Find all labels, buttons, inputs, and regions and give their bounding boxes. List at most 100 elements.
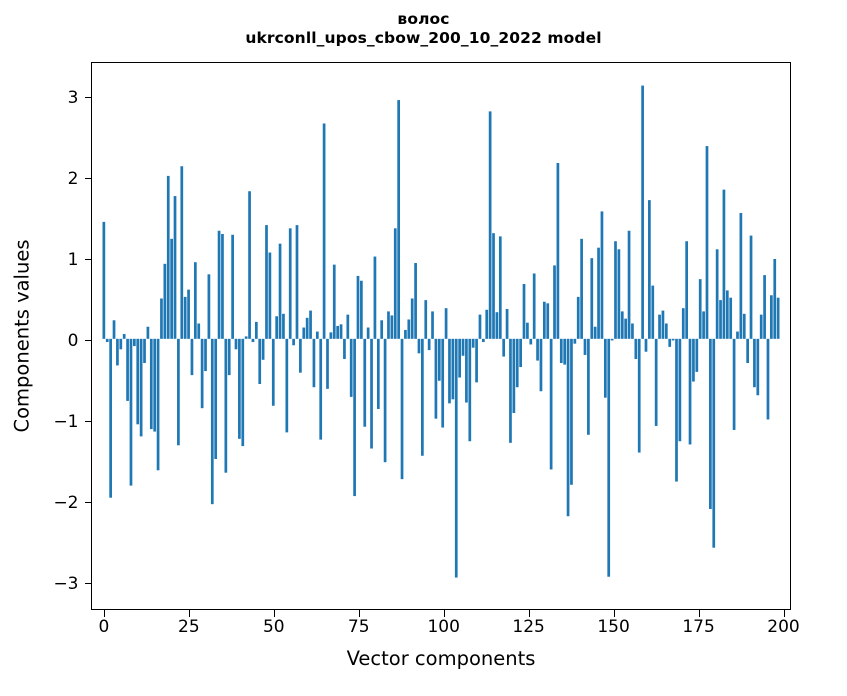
bar [254,321,258,339]
bar [238,338,241,439]
bar [678,338,682,442]
bar [502,338,506,357]
bar [136,338,140,425]
y-axis-tick: −1 [53,412,92,432]
bar [217,230,221,339]
bar [593,326,597,339]
bar [387,311,390,339]
bar [495,312,499,339]
bar [526,322,529,339]
bar [444,308,448,339]
bar-series [102,85,780,578]
bar [512,338,516,414]
bar [200,338,204,409]
bar [122,333,126,339]
x-axis-tick-label: 150 [597,617,630,637]
bar [285,338,289,433]
bar [482,338,485,343]
x-axis-tick-label: 175 [682,617,715,637]
bar [190,338,194,376]
bar [488,111,492,339]
chart-subtitle: ukrconll_upos_cbow_200_10_2022 model [245,28,602,47]
bar [492,233,495,339]
x-axis-tick-label: 100 [427,617,460,637]
bar [180,166,184,339]
bar [197,323,201,339]
bar [207,274,211,339]
bar [681,308,685,339]
bar [732,338,736,430]
bar [349,338,353,397]
bar [709,338,712,509]
bar [770,295,773,339]
bar [424,300,428,339]
bar [383,338,387,463]
x-axis-tick-label: 25 [178,617,200,637]
bar [729,297,733,339]
y-axis-tick: 3 [68,88,92,108]
bar [302,327,306,339]
bar [319,338,323,440]
bar [288,228,292,339]
chart-title-block: волос ukrconll_upos_cbow_200_10_2022 mod… [0,10,847,48]
bar [617,249,621,339]
bar [685,241,689,339]
bar [485,309,489,339]
bar [407,319,411,339]
bar [742,313,746,339]
x-axis-tick [103,609,105,617]
x-axis-tick-label: 50 [262,617,285,637]
bar [119,338,123,350]
y-axis-tick-label: 2 [67,168,79,189]
bar [437,338,441,381]
bar [587,338,590,435]
bar [431,311,434,339]
bar [749,235,753,339]
bar [668,338,672,347]
bar [448,338,451,404]
bar [227,338,231,376]
bar [651,285,655,339]
x-axis-tick [613,609,615,617]
bar [214,338,218,459]
bar [637,338,641,453]
bar [366,327,370,339]
bar [160,298,163,339]
y-axis-tick-label: 3 [67,88,79,108]
bar [329,332,333,339]
y-axis-tick-label: −1 [53,411,79,432]
bar [546,303,550,339]
bar [261,338,265,360]
bar [146,326,150,339]
bar [519,338,522,368]
bar [664,323,668,339]
bar [471,338,475,348]
bar [221,233,224,339]
bar [105,338,109,343]
bar [234,338,238,350]
x-axis-tick [358,609,360,617]
bar [644,338,648,352]
bar [170,238,173,339]
bar [739,213,743,339]
bar [580,238,583,339]
bar [576,296,580,339]
bar [505,308,509,339]
bar [624,318,628,339]
bar [363,338,367,427]
bar [143,338,146,364]
bar [766,338,770,420]
x-axis-tick [188,609,190,617]
bar [421,338,424,456]
bar [187,289,190,339]
bar [102,221,106,339]
bar [515,338,519,388]
bar [563,338,567,365]
bar [627,230,631,339]
bar [404,329,407,339]
bar [133,338,136,347]
bar [468,338,472,442]
bar [393,228,397,339]
bar [776,297,780,339]
